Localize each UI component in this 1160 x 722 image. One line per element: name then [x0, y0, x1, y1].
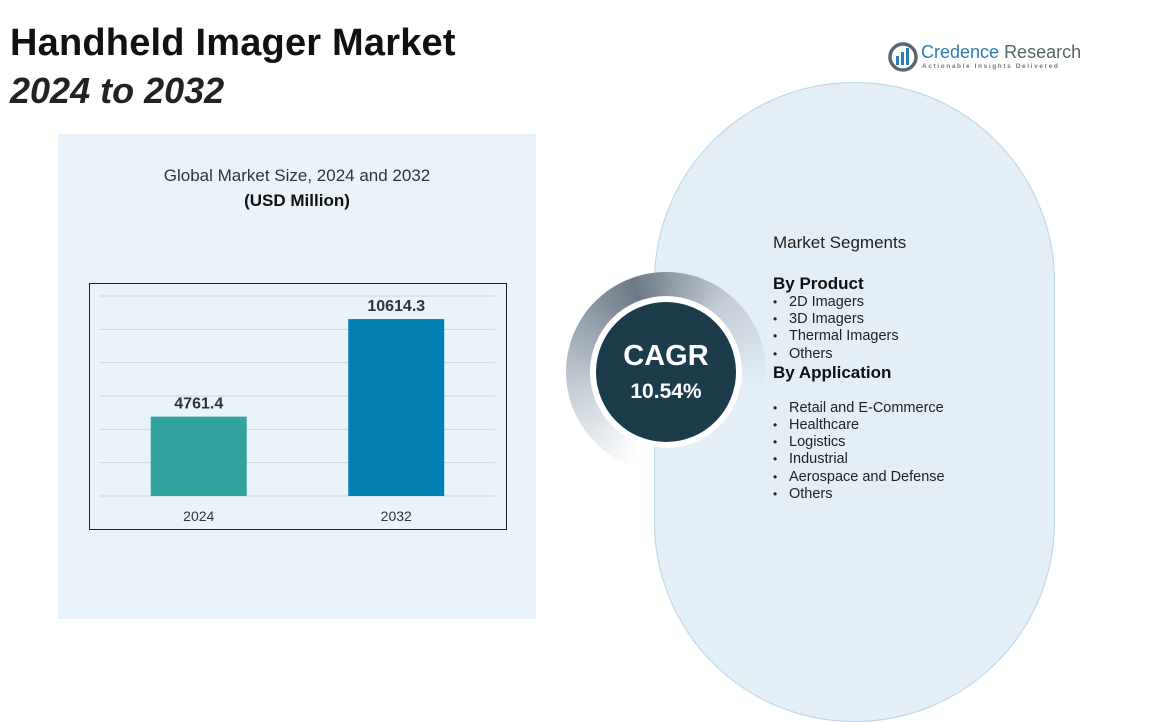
- logo-name-main: Credence: [921, 42, 1000, 62]
- segment-item: Aerospace and Defense: [773, 469, 1043, 486]
- x-tick-label: 2032: [381, 508, 412, 524]
- chart-panel: Global Market Size, 2024 and 2032 (USD M…: [58, 134, 536, 619]
- chart-unit-subtitle: (USD Million): [244, 191, 350, 210]
- segment-item: Others: [773, 486, 1043, 503]
- bar-2032: [348, 319, 445, 496]
- segment-group-title-application: By Application: [773, 362, 892, 382]
- logo-icon: [888, 42, 918, 72]
- segment-item: Healthcare: [773, 417, 1043, 434]
- bar-2024: [150, 416, 247, 496]
- chart-title: Global Market Size, 2024 and 2032: [163, 166, 431, 185]
- segment-item: Thermal Imagers: [773, 328, 1043, 345]
- cagr-value: 10.54%: [630, 380, 702, 403]
- bar-chart-svg: 4761.4 2024 10614.3 2032: [100, 295, 495, 524]
- segment-item: Industrial: [773, 451, 1043, 468]
- cagr-badge: CAGR 10.54%: [596, 302, 736, 442]
- segment-item: 3D Imagers: [773, 311, 1043, 328]
- segment-item: Retail and E-Commerce: [773, 400, 1043, 417]
- bar-value-label: 10614.3: [367, 298, 425, 315]
- bar-chart: 4761.4 2024 10614.3 2032: [89, 283, 507, 530]
- segment-list-product: 2D Imagers 3D Imagers Thermal Imagers Ot…: [773, 294, 1043, 363]
- segment-list-application: Retail and E-Commerce Healthcare Logisti…: [773, 400, 1043, 503]
- page-subtitle-years: 2024 to 2032: [10, 70, 225, 111]
- segments-heading: Market Segments: [773, 233, 907, 252]
- logo-name-rest: Research: [1004, 42, 1082, 62]
- segment-group-title-product: By Product: [773, 274, 864, 293]
- credence-research-logo: Credence Research Actionable Insights De…: [888, 40, 1088, 74]
- bar-value-label: 4761.4: [174, 396, 223, 413]
- logo-tagline: Actionable Insights Delivered: [922, 63, 1060, 70]
- segment-item: 2D Imagers: [773, 294, 1043, 311]
- cagr-label: CAGR: [623, 340, 709, 372]
- x-tick-label: 2024: [183, 508, 214, 524]
- segment-item: Logistics: [773, 434, 1043, 451]
- segment-item: Others: [773, 346, 1043, 363]
- market-segments: Market Segments By Product 2D Imagers 3D…: [773, 233, 1043, 503]
- logo-name: Credence Research: [921, 42, 1081, 63]
- page-title: Handheld Imager Market: [10, 22, 456, 64]
